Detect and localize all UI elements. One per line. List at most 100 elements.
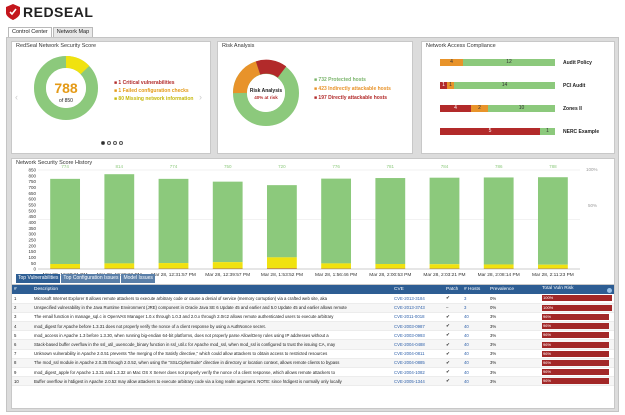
risk-center-title: Risk Analysis xyxy=(249,88,283,94)
row-hosts: 40 xyxy=(462,312,488,323)
compliance-panel: Network Access Compliance 4 12 Audit Pol… xyxy=(421,41,615,154)
bar-top-label: 750 xyxy=(224,164,232,169)
legend-failed-checks[interactable]: ■ 1 Failed configuration checks xyxy=(114,88,189,94)
row-patch: ✔ xyxy=(444,312,462,323)
table-row[interactable]: 3 The email function in manage_sql.c in O… xyxy=(12,312,614,323)
table-row[interactable]: 10 Buffer overflow in htdigest in Apache … xyxy=(12,376,614,387)
compliance-seg[interactable]: 1 xyxy=(447,82,454,89)
table-row[interactable]: 2 Unspecified vulnerability in the Java R… xyxy=(12,303,614,313)
row-prevalence: 3% xyxy=(488,376,540,387)
row-cve[interactable]: CVE-2003-0993 xyxy=(392,330,444,341)
compliance-seg[interactable]: 1 xyxy=(440,82,447,89)
col-patch[interactable]: Patch xyxy=(444,285,462,294)
y-tick-label: 200 xyxy=(28,243,36,248)
col-description[interactable]: Description xyxy=(32,285,392,294)
table-row[interactable]: 6 Stack-based buffer overflow in the ssl_… xyxy=(12,339,614,350)
row-description: mod_digest_apple for Apache 1.3.31 and 1… xyxy=(32,367,392,378)
table-row[interactable]: 7 Unknown vulnerability in Apache 2.0.51 … xyxy=(12,349,614,359)
legend-protected[interactable]: ■ 732 Protected hosts xyxy=(314,77,366,83)
compliance-label-zones[interactable]: Zones II xyxy=(563,106,582,112)
bar-yellow xyxy=(537,264,568,269)
row-cve[interactable]: CVE-2005-1344 xyxy=(392,376,444,387)
bar-score xyxy=(158,178,189,264)
compliance-seg[interactable]: 5 xyxy=(440,128,540,135)
y-tick-label: 650 xyxy=(28,191,36,196)
row-prevalence: 3% xyxy=(488,339,540,350)
row-number: 6 xyxy=(12,339,32,350)
y-tick-label: 300 xyxy=(28,232,36,237)
settings-icon[interactable] xyxy=(607,288,612,293)
tab-network-map[interactable]: Network Map xyxy=(52,27,94,37)
row-hosts: 3 xyxy=(462,303,488,313)
row-cve[interactable]: CVE-2004-0488 xyxy=(392,339,444,350)
row-cve[interactable]: CVE-2013-3743 xyxy=(392,303,444,313)
row-hosts: 40 xyxy=(462,376,488,387)
score-value: 788 xyxy=(54,80,78,96)
table-row[interactable]: 9 mod_digest_apple for Apache 1.3.31 and … xyxy=(12,367,614,378)
row-total-risk: 96% xyxy=(540,339,614,350)
risk-bar: 96% xyxy=(542,332,610,339)
compliance-seg[interactable]: 10 xyxy=(488,105,555,112)
risk-donut xyxy=(232,59,299,126)
row-hosts: 3 xyxy=(462,294,488,304)
bar-top-label: 784 xyxy=(441,164,449,169)
x-tick-label: Mar 28, 1:56:46 PM xyxy=(315,272,357,278)
table-row[interactable]: 8 The mod_ssl module in Apache 2.0.35 thr… xyxy=(12,358,614,369)
table-row[interactable]: 4 mod_digest for Apache before 1.3.31 doe… xyxy=(12,321,614,332)
table-row[interactable]: 5 mod_access in Apache 1.3 before 1.3.30,… xyxy=(12,330,614,341)
chevron-right-icon[interactable]: › xyxy=(199,92,202,102)
compliance-label-audit-policy[interactable]: Audit Policy xyxy=(563,60,592,66)
compliance-label-pci-audit[interactable]: PCI Audit xyxy=(563,83,586,89)
y-tick-label: 400 xyxy=(28,220,36,225)
row-description: The email function in manage_sql.c in Op… xyxy=(32,312,392,323)
legend-indirect[interactable]: ■ 423 Indirectly attackable hosts xyxy=(314,86,391,92)
col-hosts[interactable]: # Hosts xyxy=(462,285,488,294)
row-cve[interactable]: CVE-2004-1082 xyxy=(392,367,444,378)
compliance-seg[interactable]: 12 xyxy=(463,59,555,66)
bar-yellow xyxy=(483,264,514,269)
bar-top-label: 774 xyxy=(170,164,178,169)
compliance-seg[interactable]: 14 xyxy=(454,82,555,89)
col-prevalence[interactable]: Prevalence xyxy=(488,285,540,294)
bar-yellow xyxy=(212,262,243,269)
bar-score xyxy=(375,178,406,264)
risk-bar: 100% xyxy=(542,295,612,302)
axis-label-50: 50% xyxy=(588,203,598,208)
compliance-seg[interactable]: 4 xyxy=(440,59,463,66)
bar-score xyxy=(50,178,81,264)
compliance-seg[interactable]: 4 xyxy=(440,105,471,112)
score-ring xyxy=(34,56,98,120)
row-cve[interactable]: CVE-2003-0987 xyxy=(392,321,444,332)
compliance-seg[interactable]: 2 xyxy=(471,105,488,112)
table-row[interactable]: 1 Microsoft Internet Explorer 8 allows re… xyxy=(12,294,614,304)
col-number[interactable]: # xyxy=(12,285,32,294)
tab-top-config-issues[interactable]: Top Configuration Issues xyxy=(61,274,121,283)
col-cve[interactable]: CVE xyxy=(392,285,444,294)
row-number: 2 xyxy=(12,303,32,313)
tab-model-issues[interactable]: Model Issues xyxy=(121,274,155,283)
row-number: 4 xyxy=(12,321,32,332)
carousel-dot[interactable] xyxy=(107,141,111,145)
row-cve[interactable]: CVE-2013-3184 xyxy=(392,294,444,304)
chevron-left-icon[interactable]: ‹ xyxy=(15,92,18,102)
row-description: The mod_ssl module in Apache 2.0.35 thro… xyxy=(32,358,392,369)
col-total-risk[interactable]: Total Vuln Risk xyxy=(540,285,614,294)
compliance-seg[interactable]: 1 xyxy=(540,128,555,135)
row-cve[interactable]: CVE-2004-0885 xyxy=(392,358,444,369)
row-cve[interactable]: CVE-2011-0018 xyxy=(392,312,444,323)
risk-bar: 96% xyxy=(542,323,610,330)
legend-missing-info[interactable]: ■ 80 Missing network information xyxy=(114,96,194,102)
tab-top-vulnerabilities[interactable]: Top Vulnerabilities xyxy=(16,274,61,283)
tab-control-center[interactable]: Control Center xyxy=(8,27,52,37)
bar-top-label: 788 xyxy=(549,164,557,169)
legend-direct[interactable]: ■ 197 Directly attackable hosts xyxy=(314,95,388,101)
carousel-dot[interactable] xyxy=(101,141,105,145)
redseal-logo-icon xyxy=(6,4,20,20)
y-tick-label: 450 xyxy=(28,214,36,219)
row-cve[interactable]: CVE-2004-0811 xyxy=(392,349,444,359)
legend-critical[interactable]: ■ 1 Critical vulnerabilities xyxy=(114,80,175,86)
carousel-dots[interactable] xyxy=(101,141,123,145)
carousel-dot[interactable] xyxy=(113,141,117,145)
compliance-label-nerc[interactable]: NERC Example xyxy=(563,129,600,135)
carousel-dot[interactable] xyxy=(119,141,123,145)
